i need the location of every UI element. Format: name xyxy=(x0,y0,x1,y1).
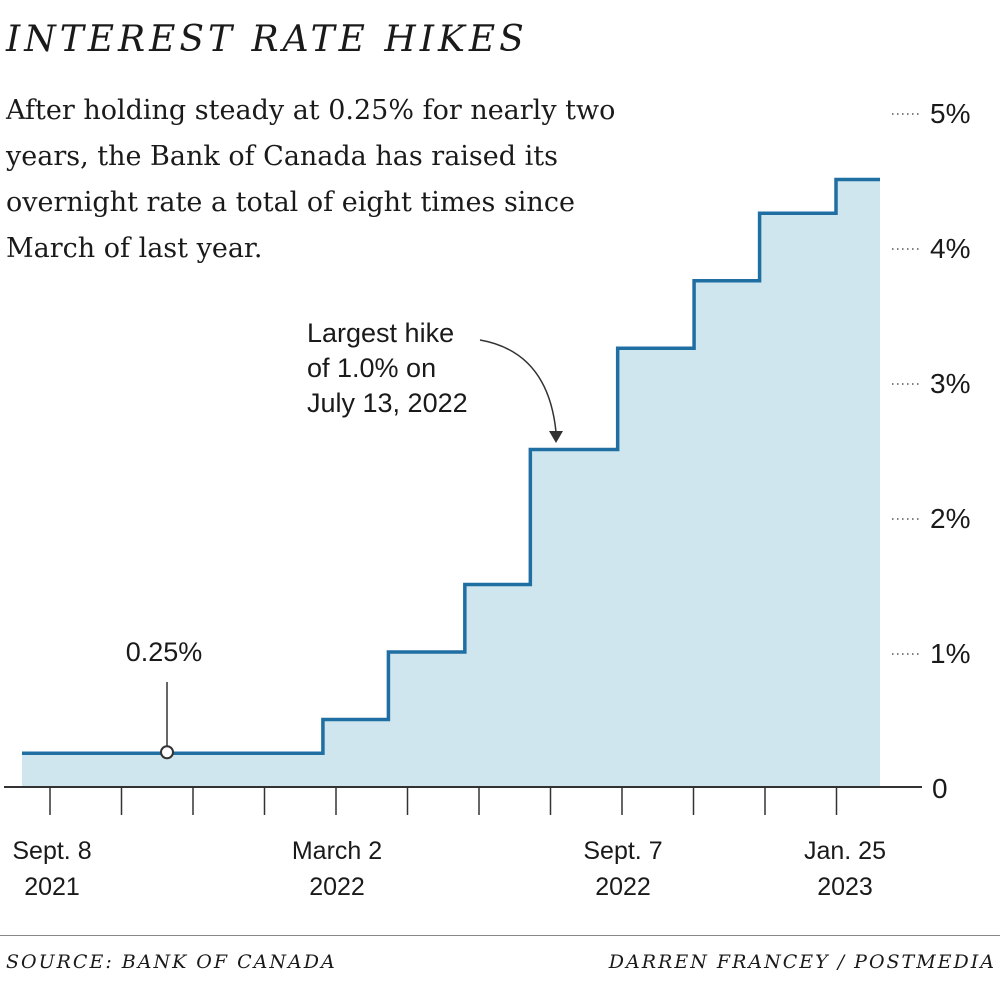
callout-arrowhead xyxy=(549,431,563,443)
x-axis-labels: Sept. 8 2021 March 2 2022 Sept. 7 2022 Jan. 25… xyxy=(12,837,886,901)
callout-label-largest-hike: July 13, 2022 xyxy=(307,388,468,418)
x-label-year: 2023 xyxy=(817,873,873,901)
annotations: 0.25% Largest hike of 1.0% on July 13, 2022 xyxy=(126,318,563,760)
rate-step-line xyxy=(22,177,880,755)
callout-label-largest-hike: Largest hike xyxy=(307,318,454,348)
credit-note: DARREN FRANCEY / POSTMEDIA xyxy=(608,951,996,973)
x-axis xyxy=(4,786,922,815)
y-tick-label: 2% xyxy=(930,503,970,534)
callout-marker xyxy=(160,745,174,760)
callout-arrow xyxy=(479,339,557,433)
x-label-year: 2022 xyxy=(595,873,651,901)
x-label-year: 2022 xyxy=(309,873,365,901)
y-tick-label: 0 xyxy=(932,773,948,804)
source-note: SOURCE: BANK OF CANADA xyxy=(6,951,337,973)
x-label-year: 2021 xyxy=(24,873,80,901)
y-axis: 0 1% 2% 3% 4% 5% xyxy=(892,98,970,804)
chart-subtitle: After holding steady at 0.25% for nearly… xyxy=(6,95,616,264)
x-label-date: Sept. 7 xyxy=(583,837,662,865)
callout-label-largest-hike: of 1.0% on xyxy=(307,353,436,383)
chart-title: INTEREST RATE HIKES xyxy=(6,19,528,60)
x-label-date: March 2 xyxy=(292,837,382,865)
y-tick-label: 5% xyxy=(930,98,970,129)
area-layer xyxy=(22,177,880,787)
y-tick-label: 3% xyxy=(930,368,970,399)
callout-label-025: 0.25% xyxy=(126,637,203,667)
x-label-date: Sept. 8 xyxy=(12,837,91,865)
x-label-date: Jan. 25 xyxy=(804,837,886,865)
rate-area-fill xyxy=(22,179,880,787)
footer-divider xyxy=(0,935,1000,936)
y-tick-label: 1% xyxy=(930,638,970,669)
y-tick-label: 4% xyxy=(930,233,970,264)
